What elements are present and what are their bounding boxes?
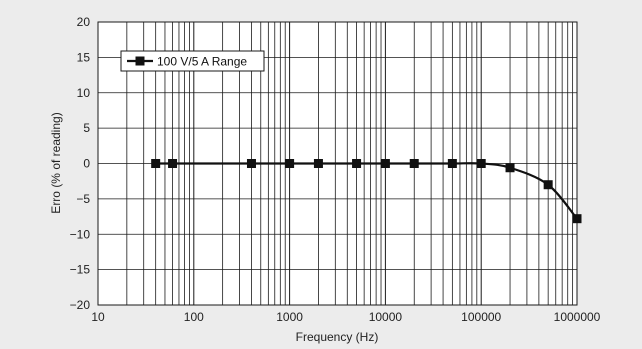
data-point-marker xyxy=(476,159,486,168)
y-tick-label: 5 xyxy=(83,121,90,135)
data-point-marker xyxy=(168,159,178,168)
x-tick-label: 10000 xyxy=(369,310,403,324)
y-tick-label: −5 xyxy=(76,192,90,206)
y-tick-label: 15 xyxy=(77,50,91,64)
data-point-marker xyxy=(151,159,161,168)
series-group xyxy=(151,159,582,224)
data-point-marker xyxy=(352,159,362,168)
x-tick-labels: 10 100 1000 10000 100000 1000000 xyxy=(91,310,600,324)
y-tick-label: 10 xyxy=(77,86,91,100)
x-tick-label: 10 xyxy=(91,310,105,324)
x-tick-label: 100 xyxy=(184,310,204,324)
data-point-marker xyxy=(380,159,390,168)
data-point-marker xyxy=(505,163,515,173)
y-tick-label: −20 xyxy=(70,298,91,312)
legend-box xyxy=(120,50,265,72)
legend: 100 V/5 A Range xyxy=(120,50,265,72)
x-tick-label: 100000 xyxy=(461,310,501,324)
data-point-marker xyxy=(543,180,553,190)
y-tick-label: −15 xyxy=(70,263,91,277)
y-tick-label: 20 xyxy=(77,15,91,29)
data-point-marker xyxy=(409,159,419,168)
y-tick-label: −10 xyxy=(70,227,91,241)
legend-label: 100 V/5 A Range xyxy=(157,55,247,69)
legend-marker-swatch xyxy=(135,56,145,66)
data-point-marker xyxy=(447,159,457,168)
data-point-marker xyxy=(246,159,256,168)
y-tick-label: 0 xyxy=(83,157,90,171)
x-tick-label: 1000 xyxy=(276,310,303,324)
data-point-marker xyxy=(572,214,582,224)
data-point-marker xyxy=(285,159,295,168)
y-tick-labels: −20 −15 −10 −5 0 5 10 15 20 xyxy=(70,15,91,312)
x-tick-label: 1000000 xyxy=(554,310,601,324)
data-point-marker xyxy=(313,159,323,168)
x-axis-label: Frequency (Hz) xyxy=(296,330,379,344)
y-axis-label: Erro (% of reading) xyxy=(49,112,63,213)
